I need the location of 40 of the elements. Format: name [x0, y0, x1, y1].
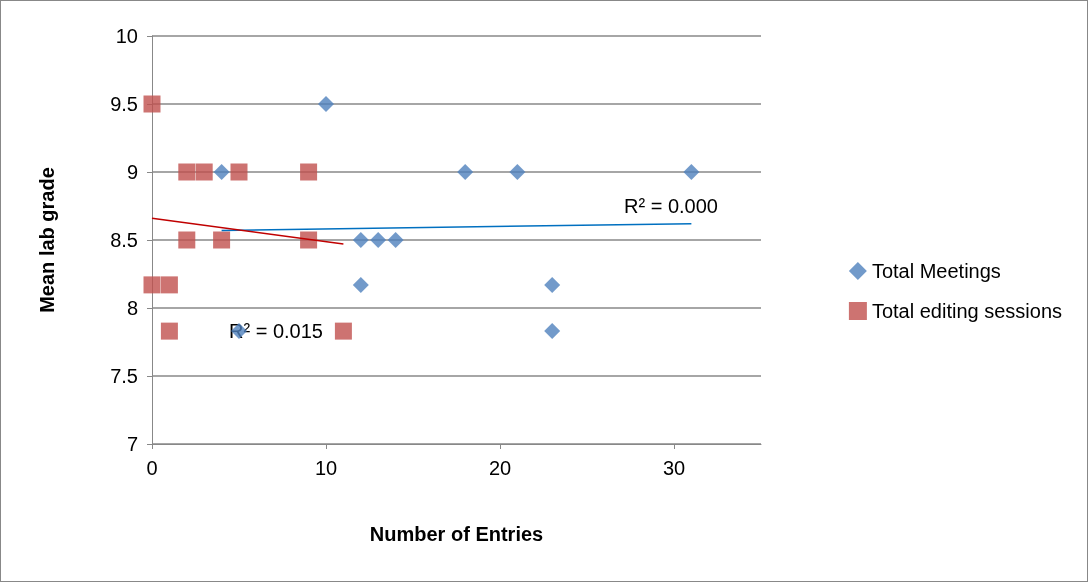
point [683, 164, 700, 180]
y-axis-title: Mean lab grade [36, 167, 58, 313]
point [352, 276, 369, 293]
point [544, 323, 561, 340]
point [160, 322, 178, 340]
y-tick-label: 10 [115, 25, 138, 47]
point [334, 322, 352, 340]
x-tick-label: 0 [146, 457, 158, 479]
point [213, 231, 231, 249]
x-tick-label: 10 [314, 457, 338, 479]
x-tick-label: 20 [488, 457, 512, 479]
point [300, 163, 318, 181]
y-tick-label: 8 [126, 297, 138, 319]
point [544, 276, 561, 293]
y-tick-label: 7.5 [110, 365, 138, 387]
point [387, 232, 404, 248]
y-tick-label: 9 [126, 161, 138, 183]
x-tick-label: 30 [662, 457, 686, 479]
point [195, 163, 213, 181]
point [143, 95, 161, 113]
y-tick-label: 7 [126, 433, 138, 455]
point [143, 276, 161, 294]
annotation: R² = 0.015 [229, 320, 323, 342]
y-tick-label: 9.5 [110, 93, 138, 115]
point [300, 231, 318, 249]
legend-label: Total editing sessions [871, 300, 1062, 322]
x-axis-title: Number of Entries [369, 523, 544, 545]
annotation: R² = 0.000 [624, 195, 718, 217]
point [318, 96, 334, 112]
point [509, 164, 526, 180]
legend-label: Total Meetings [871, 260, 1001, 282]
point [160, 276, 178, 294]
point [352, 232, 369, 248]
point [370, 232, 387, 248]
point [457, 164, 474, 180]
point [230, 163, 248, 181]
point [213, 164, 230, 180]
point [178, 163, 196, 181]
point [178, 231, 196, 249]
y-tick-label: 8.5 [110, 229, 138, 251]
